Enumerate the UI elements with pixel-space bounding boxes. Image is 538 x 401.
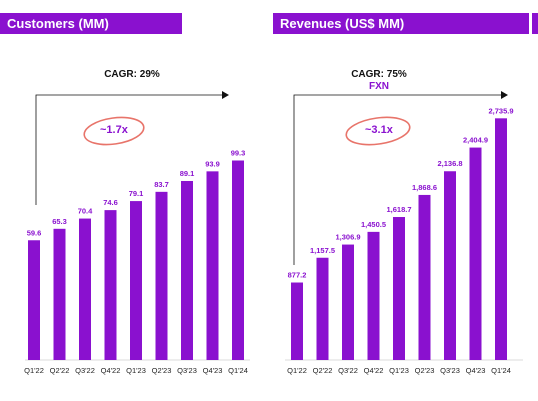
value-label: 93.9 [205, 159, 220, 168]
value-label: 1,450.5 [361, 220, 386, 229]
bar-Q3'23 [181, 180, 193, 360]
category-label: Q1'23 [389, 366, 409, 375]
bar-Q4'23 [469, 147, 482, 360]
next-panel-banner-edge [532, 13, 538, 34]
revenues-cagr: CAGR: 75% [351, 69, 407, 80]
revenues-growth-circle [345, 116, 411, 146]
customers-arrowhead [222, 91, 229, 99]
bar-Q1'22 [28, 240, 40, 360]
value-label: 2,735.9 [488, 106, 513, 115]
category-label: Q1'22 [24, 366, 44, 375]
value-label: 2,404.9 [463, 136, 488, 145]
customers-chart: 59.6 Q1'22 65.3 Q2'22 70.4 Q3'22 74.6 Q4'22 79.1… [24, 91, 250, 375]
bar-Q3'22 [79, 218, 91, 360]
revenues-arrowhead [501, 91, 508, 99]
revenues-cagr-arrow [293, 94, 501, 265]
category-label: Q3'23 [177, 366, 197, 375]
value-label: 2,136.8 [437, 159, 462, 168]
category-label: Q4'23 [466, 366, 486, 375]
category-label: Q2'23 [415, 366, 435, 375]
category-label: Q3'23 [440, 366, 460, 375]
category-label: Q1'22 [287, 366, 307, 375]
category-label: Q3'22 [338, 366, 358, 375]
revenues-chart: 877.2 Q1'22 1,157.5 Q2'22 1,306.9 Q3'22 1,450.… [285, 91, 523, 375]
bar-Q1'23 [393, 217, 405, 360]
revenues-growth-label: ~3.1x [365, 124, 393, 136]
customers-growth-circle [83, 116, 145, 146]
bar-Q3'23 [444, 171, 456, 360]
value-label: 70.4 [78, 207, 93, 216]
value-label: 1,157.5 [310, 246, 335, 255]
category-label: Q1'24 [491, 366, 511, 375]
category-label: Q4'22 [101, 366, 121, 375]
customers-cagr: CAGR: 29% [104, 69, 160, 80]
category-label: Q4'22 [364, 366, 384, 375]
value-label: 83.7 [154, 180, 169, 189]
bar-Q2'23 [418, 194, 431, 360]
bar-Q1'22 [291, 282, 303, 360]
bar-Q3'22 [342, 244, 354, 360]
category-label: Q2'22 [313, 366, 333, 375]
value-label: 99.3 [231, 148, 246, 157]
category-label: Q2'22 [50, 366, 70, 375]
customers-cagr-arrow [35, 94, 222, 205]
bar-Q2'22 [316, 257, 329, 360]
category-label: Q2'23 [152, 366, 172, 375]
value-label: 1,868.6 [412, 183, 437, 192]
bar-Q2'22 [53, 228, 66, 360]
customers-growth-label: ~1.7x [100, 124, 128, 136]
revenues-panel: Revenues (US$ MM) CAGR: 75% FXN 877.2 Q1'… [273, 0, 533, 401]
customers-panel: Customers (MM) CAGR: 29% 59.6 Q1'22 65.3 Q2… [0, 0, 260, 401]
value-label: 1,306.9 [335, 233, 360, 242]
value-label: 877.2 [288, 271, 307, 280]
category-label: Q4'23 [203, 366, 223, 375]
bar-Q4'23 [206, 171, 219, 360]
value-label: 1,618.7 [386, 205, 411, 214]
bar-Q1'24 [232, 160, 244, 360]
value-label: 59.6 [27, 228, 42, 237]
bar-Q1'24 [495, 118, 507, 361]
value-label: 79.1 [129, 189, 144, 198]
value-label: 89.1 [180, 169, 195, 178]
category-label: Q1'24 [228, 366, 248, 375]
customers-title: Customers (MM) [0, 13, 182, 34]
bar-Q2'23 [155, 191, 168, 360]
bar-Q1'23 [130, 201, 142, 360]
value-label: 65.3 [52, 217, 67, 226]
bar-Q4'22 [104, 210, 117, 360]
value-label: 74.6 [103, 198, 118, 207]
category-label: Q1'23 [126, 366, 146, 375]
revenues-cagr-fxn: FXN [369, 81, 389, 92]
revenues-title: Revenues (US$ MM) [273, 13, 529, 34]
bar-Q4'22 [367, 231, 380, 360]
category-label: Q3'22 [75, 366, 95, 375]
